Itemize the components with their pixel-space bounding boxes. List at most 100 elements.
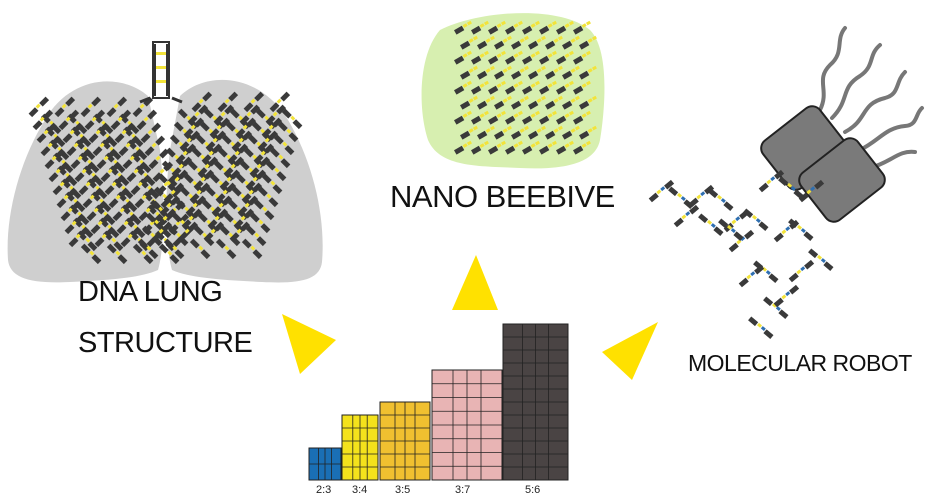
dna-brick-icon [189,182,211,204]
dna-brick-icon [60,200,82,222]
dna-brick-icon [454,140,472,155]
dna-brick-icon [539,110,557,125]
dna-brick-icon [460,35,478,50]
dna-brick-icon [528,95,546,110]
dna-brick-icon [454,50,472,65]
dna-brick-icon [539,50,557,65]
brick-staircase [308,323,569,481]
dna-brick-icon [92,135,114,157]
dna-brick-icon [132,96,154,118]
dna-brick-icon [163,238,185,260]
dna-brick-icon [74,161,96,183]
beehive-dna-strands [454,20,597,155]
dna-brick-icon [545,95,563,110]
dna-brick-icon [261,117,283,139]
dna-brick-icon [64,213,86,235]
dna-brick-icon [539,140,557,155]
dna-brick-icon [522,20,540,35]
dna-brick-icon [118,135,140,157]
lung-label-line2: STRUCTURE [78,327,253,359]
dna-brick-icon [562,65,580,80]
dna-brick-icon [269,91,291,113]
dna-brick-icon [245,225,267,247]
dna-brick-icon [36,122,58,144]
block-label-5-6: 5:6 [525,484,541,496]
dna-brick-icon [579,65,597,80]
dna-brick-icon [94,226,116,248]
dna-brick-icon [213,104,235,126]
dna-brick-icon [528,125,546,140]
dna-brick-icon [562,95,580,110]
dna-brick-icon [245,169,267,191]
dna-brick-icon [269,147,291,169]
dna-brick-icon [181,208,203,230]
dna-brick-icon [112,200,134,222]
dna-brick-icon [88,122,110,144]
dna-brick-icon [460,95,478,110]
dna-brick-icon [454,20,472,35]
dna-brick-icon [185,195,207,217]
dna-brick-icon [201,143,223,165]
dna-brick-icon [241,182,263,204]
brick-block-3-7 [431,369,503,481]
dna-brick-icon [488,50,506,65]
dna-brick-icon [203,221,225,243]
dna-brick-icon [104,174,126,196]
dna-brick-icon [454,110,472,125]
dna-brick-icon [106,243,128,265]
dna-brick-icon [556,50,574,65]
dna-brick-icon [778,176,804,199]
dna-brick-icon [144,135,166,157]
dna-brick-icon [56,187,78,209]
dna-brick-icon [522,110,540,125]
dna-brick-icon [108,187,130,209]
dna-brick-icon [511,125,529,140]
lung-label-line1: DNA LUNG [78,276,223,308]
dna-brick-icon [573,110,591,125]
dna-brick-icon [579,35,597,50]
block-label-3-7: 3:7 [455,484,471,496]
dna-brick-icon [219,169,241,191]
dna-brick-icon [179,130,201,152]
block-label-2-3: 2:3 [316,484,332,496]
dna-brick-icon [54,96,76,118]
dna-brick-icon [460,65,478,80]
dna-brick-icon [477,65,495,80]
dna-brick-icon [159,195,181,217]
dna-brick-icon [728,229,755,253]
dna-brick-icon [556,110,574,125]
dna-brick-icon [151,221,173,243]
dna-brick-icon [738,264,765,288]
dna-brick-icon [78,174,100,196]
dna-brick-icon [545,125,563,140]
dna-brick-icon [137,238,159,260]
robot-dna-strands [648,169,834,339]
dna-brick-icon [718,218,744,241]
dna-brick-icon [235,117,257,139]
dna-brick-icon [488,80,506,95]
dna-brick-icon [798,179,825,203]
arrow-to-robot-icon [602,322,658,380]
dna-brick-icon [494,65,512,80]
dna-brick-icon [90,213,112,235]
brick-block-3-4 [341,414,379,481]
dna-brick-icon [241,238,263,260]
robot-illustration [648,26,924,339]
dna-brick-icon [249,156,271,178]
dna-brick-icon [573,80,591,95]
dna-brick-icon [477,125,495,140]
dna-brick-icon [126,161,148,183]
dna-brick-icon [261,173,283,195]
dna-brick-icon [253,199,275,221]
dna-brick-icon [171,156,193,178]
dna-brick-icon [494,125,512,140]
dna-brick-icon [688,184,715,208]
dna-brick-icon [84,109,106,131]
dna-brick-icon [58,109,80,131]
dna-brick-icon [545,35,563,50]
dna-brick-icon [122,148,144,170]
dna-brick-icon [205,130,227,152]
dna-brick-icon [233,208,255,230]
dna-brick-icon [758,169,785,193]
